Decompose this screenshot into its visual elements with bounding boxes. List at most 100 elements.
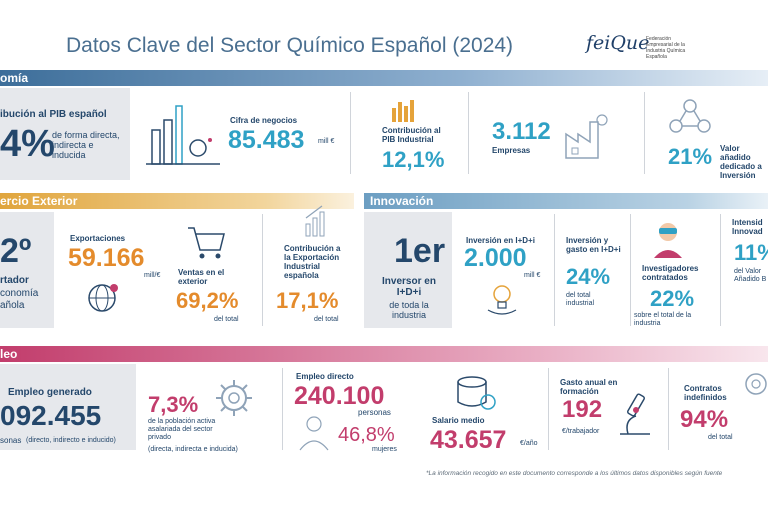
gasto-idi-value: 24% [566,264,611,289]
section-empleo-band: leo [0,346,768,362]
poblacion-desc2: (directa, indirecta e inducida) [148,446,238,453]
logo-word: feiQue [586,32,650,54]
pib-value: 4% [0,123,55,165]
inv-idi-value: 2.000 [464,244,527,272]
bar-chart-icon [392,100,414,122]
cifra-unit: mill € [318,138,335,145]
cifra-value: 85.483 [228,126,305,154]
poblacion-desc: de la población activa asalariada del se… [148,418,216,441]
innovacion-rank-value: 1er [394,232,446,270]
formacion-value: 192 [562,396,603,423]
section-innovacion-band: Innovación [364,193,768,209]
footnote: *La información recogido en este documen… [426,470,723,477]
divider [554,214,555,326]
logo-subtitle: Federación Empresarial de la Industria Q… [646,36,686,60]
section-economia-title: omía [0,71,29,85]
growth-chart-icon [305,205,325,237]
section-comercio-title: ercio Exterior [0,194,78,208]
page-title: Datos Clave del Sector Químico Español (… [66,34,514,57]
empresas-label: Empresas [492,146,531,155]
shopping-cart-icon [188,227,225,259]
divider [350,92,351,174]
divider [630,214,631,326]
contratos-value: 94% [680,406,729,433]
comercio-rank-desc2: conomía [0,288,39,299]
cifra-label: Cifra de negocios [230,116,298,125]
gasto-idi-unit: del total industrial [566,292,595,307]
empleo-directo-unit: personas [358,408,391,417]
empleo-gen-value: 092.455 [0,400,102,431]
coins-icon [457,376,496,410]
empleo-directo-value: 240.100 [294,382,385,410]
comercio-rank-desc3: añola [0,300,25,311]
empleo-directo-label: Empleo directo [296,372,354,381]
intensidad-unit: del Valor Añadido B [734,268,767,283]
comercio-rank-desc: rtador [0,275,29,286]
innovacion-rank-sub: de toda la industria [389,300,429,320]
pib-industrial-label: Contribución al PIB Industrial [382,126,441,144]
salario-label: Salario medio [432,416,485,425]
section-economia-band: omía [0,70,768,86]
inversion-value: 21% [668,144,713,169]
contratos-unit: del total [708,434,733,441]
empleo-gen-label: Empleo generado [8,387,92,398]
investigadores-label: Investigadores contratados [642,264,699,282]
formacion-label: Gasto anual en formación [560,378,618,396]
gasto-idi-label: Inversión y gasto en I+D+i [566,236,621,254]
comercio-rank-value: 2º [0,232,32,270]
investigadores-value: 22% [650,286,695,311]
divider [468,92,469,174]
poblacion-value: 7,3% [148,392,199,417]
ventas-unit: del total [214,316,239,323]
section-comercio-band: ercio Exterior [0,193,354,209]
divider [282,368,283,450]
salario-value: 43.657 [430,426,507,454]
feique-logo: feiQue Federación Empresarial de la Indu… [586,30,686,64]
divider [720,214,721,326]
intensidad-label: Intensid Innovad [732,218,763,236]
pib-desc: de forma directa, indirecta e inducida [52,130,120,160]
investigadores-unit: sobre el total de la industria [634,312,692,327]
formacion-unit: €/trabajador [562,428,600,435]
comercio-highlight-panel [0,212,54,328]
inversion-label: Valor añadido dedicado a Inversión [720,144,762,180]
contratos-label: Contratos indefinidos [684,384,727,402]
empleo-gen-desc: sonas [0,436,22,445]
mujeres-value: 46,8% [338,424,395,446]
contract-gear-icon [745,373,767,395]
industry-plant-icon [146,105,220,165]
molecule-icon [669,99,711,133]
factory-icon [565,114,608,159]
innovacion-highlight-panel [364,212,452,328]
divider [668,368,669,450]
divider [548,368,549,450]
pib-label: ibución al PIB español [0,109,107,120]
export-label: Exportaciones [70,234,126,243]
inv-idi-unit: mill € [524,272,541,279]
microscope-icon [620,393,650,435]
divider [262,214,263,326]
ventas-value: 69,2% [176,288,239,313]
export-value: 59.166 [68,244,145,272]
mujeres-unit: mujeres [372,446,397,453]
worker-icon [299,416,329,451]
lightbulb-icon [487,285,517,315]
contrib-label: Contribución a la Exportación Industrial… [284,244,341,280]
pib-industrial-value: 12,1% [382,147,445,172]
empleo-gen-desc2: (directo, indirecto e inducido) [26,437,116,444]
salario-unit: €/año [520,440,538,447]
globe-icon [88,284,118,312]
ventas-label: Ventas en el exterior [178,268,225,286]
intensidad-value: 11% [734,240,768,265]
section-innovacion-title: Innovación [370,194,434,208]
gear-icon [216,380,252,416]
researcher-icon [654,223,682,258]
section-empleo-title: leo [0,347,18,361]
innovacion-rank-desc: Inversor en I+D+i [382,276,436,298]
empleo-highlight-panel [0,364,136,450]
contrib-unit: del total [314,316,339,323]
export-unit: mill/€ [144,272,161,279]
divider [644,92,645,174]
inv-idi-label: Inversión en I+D+i [466,236,535,245]
economia-highlight-panel [0,88,130,180]
